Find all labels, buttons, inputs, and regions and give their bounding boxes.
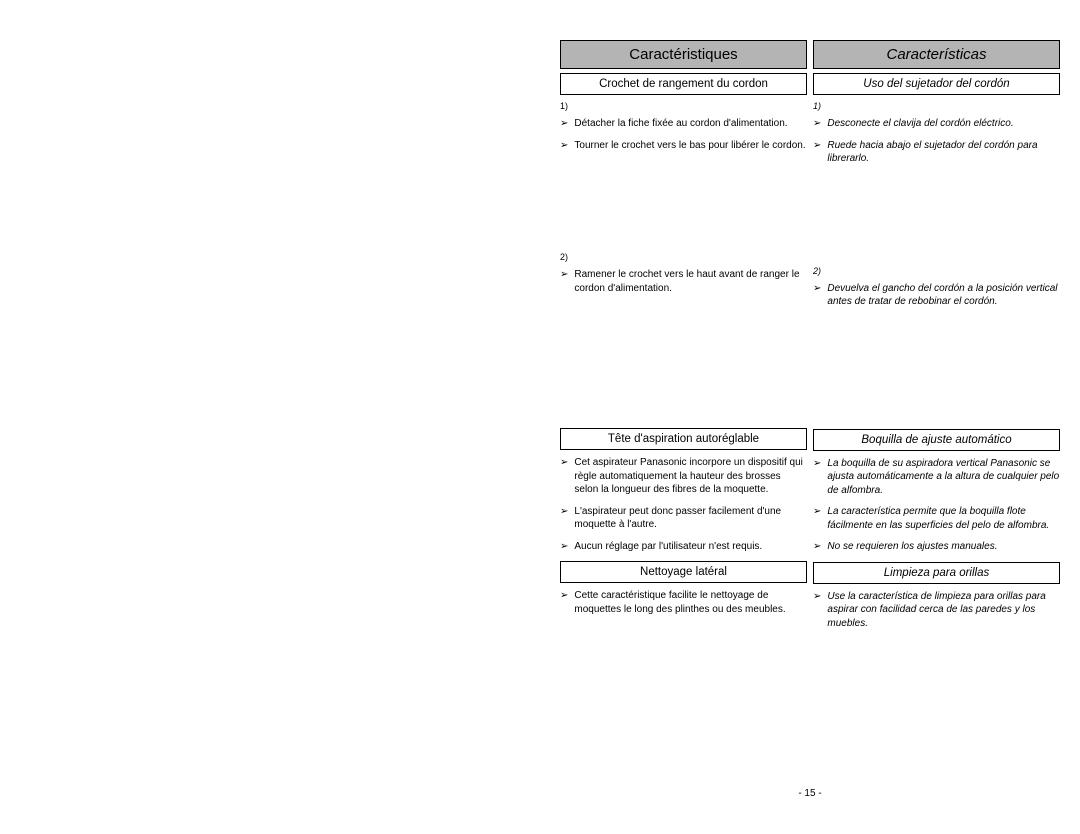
bullet-item: ➢ Ruede hacia abajo el sujetador del cor…: [813, 139, 1060, 166]
bullet-arrow-icon: ➢: [813, 506, 821, 517]
step-number: 2): [813, 266, 1060, 276]
bullet-text: Cet aspirateur Panasonic incorpore un di…: [574, 456, 807, 497]
section2-title-fr: Tête d'aspiration autoréglable: [560, 428, 807, 450]
bullet-arrow-icon: ➢: [560, 140, 568, 151]
bullet-item: ➢ Tourner le crochet vers le bas pour li…: [560, 139, 807, 153]
section1-title-fr: Crochet de rangement du cordon: [560, 73, 807, 95]
manual-page: Caractéristiques Crochet de rangement du…: [560, 40, 1060, 638]
bullet-arrow-icon: ➢: [813, 458, 821, 469]
bullet-arrow-icon: ➢: [813, 118, 821, 129]
bullet-item: ➢ Détacher la fiche fixée au cordon d'al…: [560, 117, 807, 131]
bullet-arrow-icon: ➢: [560, 590, 568, 601]
bullet-text: Cette caractéristique facilite le nettoy…: [574, 589, 807, 616]
column-spanish: Características Uso del sujetador del co…: [813, 40, 1060, 638]
page-number: - 15 -: [560, 788, 1060, 799]
bullet-item: ➢ La característica permite que la boqui…: [813, 505, 1060, 532]
bullet-text: Tourner le crochet vers le bas pour libé…: [574, 139, 805, 153]
section2-title-es: Boquilla de ajuste automático: [813, 429, 1060, 451]
bullet-arrow-icon: ➢: [560, 541, 568, 552]
bullet-text: Détacher la fiche fixée au cordon d'alim…: [574, 117, 787, 131]
step-number: 1): [560, 101, 807, 111]
bullet-text: Use la característica de limpieza para o…: [827, 590, 1060, 631]
bullet-text: Ramener le crochet vers le haut avant de…: [574, 268, 807, 295]
bullet-text: La boquilla de su aspiradora vertical Pa…: [827, 457, 1060, 498]
step-number: 2): [560, 252, 807, 262]
bullet-text: No se requieren los ajustes manuales.: [827, 540, 997, 554]
main-title-es: Características: [813, 40, 1060, 69]
section3-title-es: Limpieza para orillas: [813, 562, 1060, 584]
bullet-item: ➢ La boquilla de su aspiradora vertical …: [813, 457, 1060, 498]
bullet-text: L'aspirateur peut donc passer facilement…: [574, 505, 807, 532]
bullet-arrow-icon: ➢: [560, 457, 568, 468]
step-number: 1): [813, 101, 1060, 111]
bullet-item: ➢ Aucun réglage par l'utilisateur n'est …: [560, 540, 807, 554]
two-column-layout: Caractéristiques Crochet de rangement du…: [560, 40, 1060, 638]
bullet-item: ➢ Cet aspirateur Panasonic incorpore un …: [560, 456, 807, 497]
bullet-text: Aucun réglage par l'utilisateur n'est re…: [574, 540, 762, 554]
bullet-arrow-icon: ➢: [813, 591, 821, 602]
main-title-fr: Caractéristiques: [560, 40, 807, 69]
bullet-item: ➢ Devuelva el gancho del cordón a la pos…: [813, 282, 1060, 309]
bullet-item: ➢ Cette caractéristique facilite le nett…: [560, 589, 807, 616]
bullet-arrow-icon: ➢: [560, 118, 568, 129]
bullet-arrow-icon: ➢: [813, 140, 821, 151]
bullet-arrow-icon: ➢: [560, 269, 568, 280]
bullet-item: ➢ Use la característica de limpieza para…: [813, 590, 1060, 631]
bullet-item: ➢ No se requieren los ajustes manuales.: [813, 540, 1060, 554]
bullet-arrow-icon: ➢: [813, 283, 821, 294]
bullet-text: Devuelva el gancho del cordón a la posic…: [827, 282, 1060, 309]
bullet-item: ➢ Desconecte el clavija del cordón eléct…: [813, 117, 1060, 131]
bullet-text: Desconecte el clavija del cordón eléctri…: [827, 117, 1013, 131]
section3-title-fr: Nettoyage latéral: [560, 561, 807, 583]
bullet-item: ➢ Ramener le crochet vers le haut avant …: [560, 268, 807, 295]
bullet-item: ➢ L'aspirateur peut donc passer facileme…: [560, 505, 807, 532]
column-french: Caractéristiques Crochet de rangement du…: [560, 40, 807, 638]
bullet-arrow-icon: ➢: [560, 506, 568, 517]
section1-title-es: Uso del sujetador del cordón: [813, 73, 1060, 95]
bullet-arrow-icon: ➢: [813, 541, 821, 552]
bullet-text: La característica permite que la boquill…: [827, 505, 1060, 532]
bullet-text: Ruede hacia abajo el sujetador del cordó…: [827, 139, 1060, 166]
